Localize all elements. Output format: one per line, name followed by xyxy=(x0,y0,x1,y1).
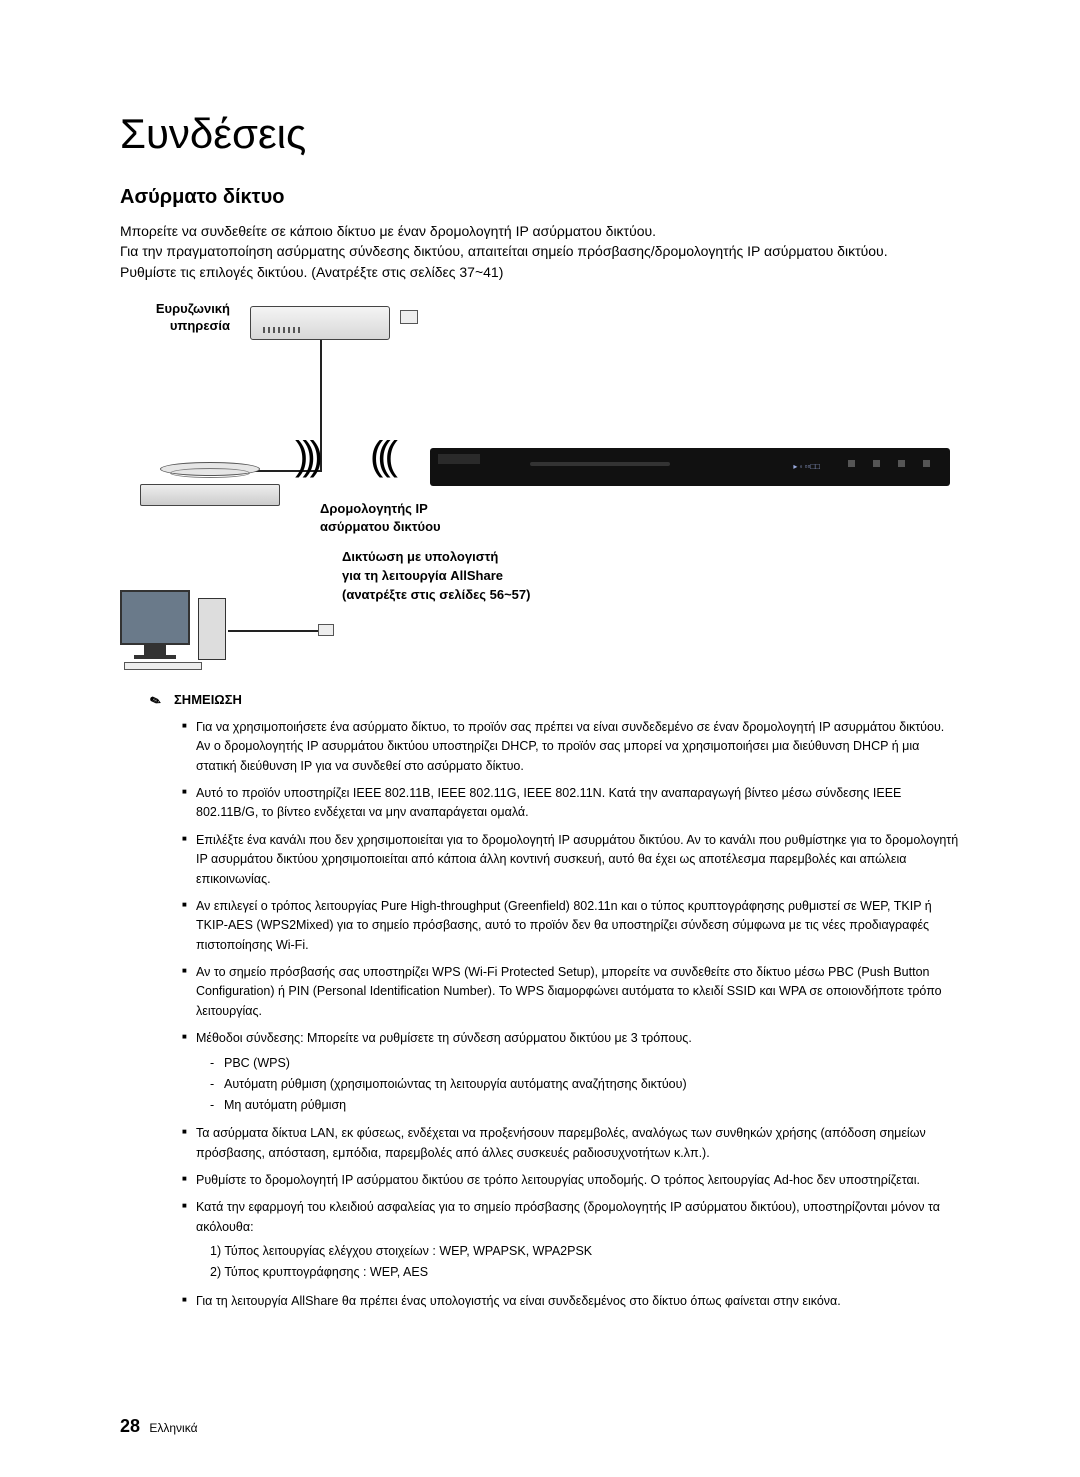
sublist-item: Αυτόματη ρύθμιση (χρησιμοποιώντας τη λει… xyxy=(210,1074,960,1095)
note-item: Αν το σημείο πρόσβασής σας υποστηρίζει W… xyxy=(182,963,960,1021)
plug-icon xyxy=(318,624,334,636)
intro-line-1: Μπορείτε να συνδεθείτε σε κάποιο δίκτυο … xyxy=(120,221,960,241)
cable-icon xyxy=(228,630,318,632)
note-item: Κατά την εφαρμογή του κλειδιού ασφαλείας… xyxy=(182,1198,960,1283)
notes-list: Για να χρησιμοποιήσετε ένα ασύρματο δίκτ… xyxy=(182,718,960,1311)
cable-icon xyxy=(320,340,322,470)
pencil-icon: ✎ xyxy=(148,689,170,710)
numbered-item: 2) Τύπος κρυπτογράφησης : WEP, AES xyxy=(210,1262,960,1283)
note-item-text: Μέθοδοι σύνδεσης: Μπορείτε να ρυθμίσετε … xyxy=(196,1031,692,1045)
footer-language: Ελληνικά xyxy=(149,1421,197,1435)
modem-icon xyxy=(250,306,390,340)
broadband-label: Ευρυζωνική υπηρεσία xyxy=(120,300,230,335)
allshare-label-l3: (ανατρέξτε στις σελίδες 56~57) xyxy=(342,586,530,605)
allshare-label-l1: Δικτύωση με υπολογιστή xyxy=(342,548,530,567)
page-footer: 28 Ελληνικά xyxy=(120,1416,198,1437)
router-label: Δρομολογητής IP ασύρματου δικτύου xyxy=(320,500,441,536)
intro-block: Μπορείτε να συνδεθείτε σε κάποιο δίκτυο … xyxy=(120,221,960,282)
wireless-waves-icon: ((( xyxy=(370,434,392,479)
player-display: ▸ ◦ ▫▫□□ xyxy=(793,462,820,471)
numbered-item: 1) Τύπος λειτουργίας ελέγχου στοιχείων :… xyxy=(210,1241,960,1262)
network-diagram: Ευρυζωνική υπηρεσία ))) ((( ▸ ◦ ▫▫□□ Δρο… xyxy=(120,300,960,670)
router-icon xyxy=(140,462,310,506)
page-title: Συνδέσεις xyxy=(120,110,960,158)
page-number: 28 xyxy=(120,1416,140,1436)
section-heading: Ασύρματο δίκτυο xyxy=(120,186,960,209)
note-item: Ρυθμίστε το δρομολογητή IP ασύρματου δικ… xyxy=(182,1171,960,1190)
modem-plug-icon xyxy=(400,310,418,324)
broadband-label-l1: Ευρυζωνική xyxy=(120,300,230,318)
note-heading: ✎ ΣΗΜΕΙΩΣΗ xyxy=(150,692,960,708)
intro-line-3: Ρυθμίστε τις επιλογές δικτύου. (Ανατρέξτ… xyxy=(120,262,960,282)
router-label-l1: Δρομολογητής IP xyxy=(320,500,441,518)
note-heading-text: ΣΗΜΕΙΩΣΗ xyxy=(174,692,242,707)
note-item: Για να χρησιμοποιήσετε ένα ασύρματο δίκτ… xyxy=(182,718,960,776)
note-item-text: Κατά την εφαρμογή του κλειδιού ασφαλείας… xyxy=(196,1200,940,1233)
router-label-l2: ασύρματου δικτύου xyxy=(320,518,441,536)
note-item: Τα ασύρματα δίκτυα LAN, εκ φύσεως, ενδέχ… xyxy=(182,1124,960,1163)
methods-sublist: PBC (WPS) Αυτόματη ρύθμιση (χρησιμοποιών… xyxy=(210,1053,960,1117)
note-item: Αυτό το προϊόν υποστηρίζει IEEE 802.11B,… xyxy=(182,784,960,823)
sublist-item: PBC (WPS) xyxy=(210,1053,960,1074)
note-item: Αν επιλεγεί ο τρόπος λειτουργίας Pure Hi… xyxy=(182,897,960,955)
wireless-waves-icon: ))) xyxy=(295,434,317,479)
note-item: Μέθοδοι σύνδεσης: Μπορείτε να ρυθμίσετε … xyxy=(182,1029,960,1116)
allshare-label: Δικτύωση με υπολογιστή για τη λειτουργία… xyxy=(342,548,530,605)
intro-line-2: Για την πραγματοποίηση ασύρματης σύνδεση… xyxy=(120,241,960,261)
note-item: Επιλέξτε ένα κανάλι που δεν χρησιμοποιεί… xyxy=(182,831,960,889)
security-sublist: 1) Τύπος λειτουργίας ελέγχου στοιχείων :… xyxy=(210,1241,960,1284)
sublist-item: Μη αυτόματη ρύθμιση xyxy=(210,1095,960,1116)
player-device-icon: ▸ ◦ ▫▫□□ xyxy=(430,448,950,486)
broadband-label-l2: υπηρεσία xyxy=(120,317,230,335)
allshare-label-l2: για τη λειτουργία AllShare xyxy=(342,567,530,586)
note-item: Για τη λειτουργία AllShare θα πρέπει ένα… xyxy=(182,1292,960,1311)
